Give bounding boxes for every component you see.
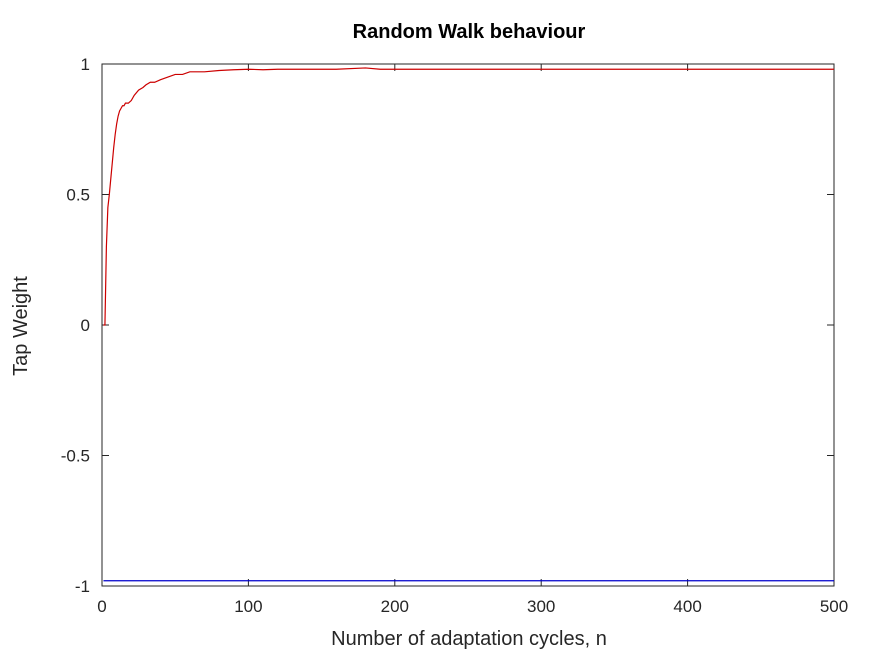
x-tick-label: 200 (381, 597, 409, 616)
y-tick-label: 1 (81, 55, 90, 74)
plot-area: 0 100 200 300 400 500 -1 -0.5 0 0.5 1 (61, 55, 848, 616)
x-tick-label: 300 (527, 597, 555, 616)
x-tick-label: 100 (234, 597, 262, 616)
x-tick-label: 400 (673, 597, 701, 616)
x-tick-label: 0 (97, 597, 106, 616)
x-axis-label: Number of adaptation cycles, n (331, 628, 607, 650)
y-tick-label: 0 (81, 316, 90, 335)
y-tick-label: 0.5 (66, 186, 90, 205)
y-tick-label: -1 (75, 577, 90, 596)
x-tick-label: 500 (820, 597, 848, 616)
y-tick-label: -0.5 (61, 447, 90, 466)
chart-title: Random Walk behaviour (353, 21, 586, 43)
series-line-1 (103, 67, 834, 326)
y-axis-label: Tap Weight (10, 276, 32, 376)
